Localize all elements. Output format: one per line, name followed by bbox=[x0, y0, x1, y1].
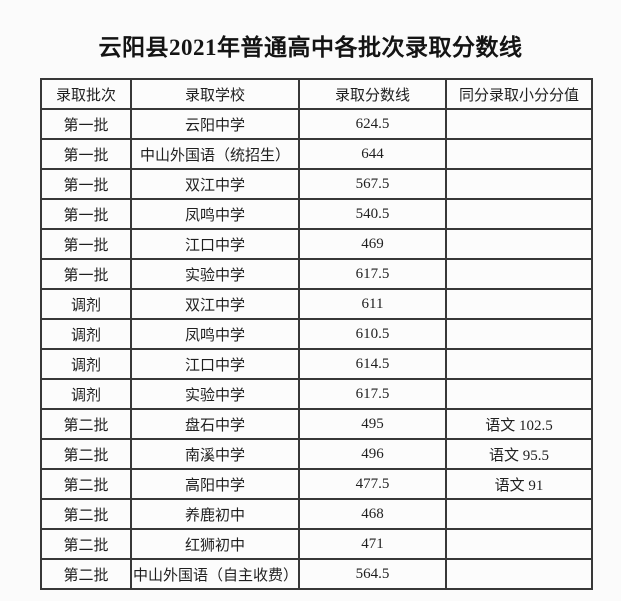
cell-tiebreak bbox=[445, 108, 593, 140]
table-row: 第二批 南溪中学 496 语文 95.5 bbox=[40, 438, 593, 470]
cell-batch: 调剂 bbox=[40, 318, 132, 350]
cell-tiebreak: 语文 102.5 bbox=[445, 408, 593, 440]
cell-batch: 第二批 bbox=[40, 528, 132, 560]
cell-school: 双江中学 bbox=[130, 288, 300, 320]
cell-score: 617.5 bbox=[298, 258, 447, 290]
table-row: 调剂 江口中学 614.5 bbox=[40, 348, 593, 380]
cell-tiebreak bbox=[445, 528, 593, 560]
cell-batch: 第一批 bbox=[40, 168, 132, 200]
column-header-tiebreak: 同分录取小分分值 bbox=[445, 78, 593, 110]
cell-school: 南溪中学 bbox=[130, 438, 300, 470]
cell-batch: 第二批 bbox=[40, 408, 132, 440]
table-row: 第一批 凤鸣中学 540.5 bbox=[40, 198, 593, 230]
cell-school: 云阳中学 bbox=[130, 108, 300, 140]
cell-score: 611 bbox=[298, 288, 447, 320]
table-row: 调剂 实验中学 617.5 bbox=[40, 378, 593, 410]
cell-school: 江口中学 bbox=[130, 348, 300, 380]
cell-batch: 第二批 bbox=[40, 438, 132, 470]
cell-tiebreak: 语文 91 bbox=[445, 468, 593, 500]
cell-batch: 调剂 bbox=[40, 348, 132, 380]
cell-score: 471 bbox=[298, 528, 447, 560]
cell-tiebreak bbox=[445, 378, 593, 410]
cell-score: 540.5 bbox=[298, 198, 447, 230]
table-row: 第一批 实验中学 617.5 bbox=[40, 258, 593, 290]
cell-score: 469 bbox=[298, 228, 447, 260]
cell-score: 644 bbox=[298, 138, 447, 170]
cell-tiebreak bbox=[445, 288, 593, 320]
cell-tiebreak bbox=[445, 258, 593, 290]
cell-school: 高阳中学 bbox=[130, 468, 300, 500]
table-row: 第一批 江口中学 469 bbox=[40, 228, 593, 260]
cell-school: 凤鸣中学 bbox=[130, 198, 300, 230]
cell-tiebreak bbox=[445, 498, 593, 530]
cell-school: 中山外国语（统招生） bbox=[130, 138, 300, 170]
cell-tiebreak bbox=[445, 198, 593, 230]
cell-score: 617.5 bbox=[298, 378, 447, 410]
cell-batch: 第一批 bbox=[40, 198, 132, 230]
table-header: 录取批次 录取学校 录取分数线 同分录取小分分值 bbox=[40, 78, 593, 110]
header-row: 录取批次 录取学校 录取分数线 同分录取小分分值 bbox=[40, 78, 593, 110]
table-row: 第一批 双江中学 567.5 bbox=[40, 168, 593, 200]
table-row: 第二批 高阳中学 477.5 语文 91 bbox=[40, 468, 593, 500]
cell-tiebreak bbox=[445, 228, 593, 260]
cell-score: 624.5 bbox=[298, 108, 447, 140]
cell-score: 496 bbox=[298, 438, 447, 470]
table-row: 第二批 盘石中学 495 语文 102.5 bbox=[40, 408, 593, 440]
column-header-batch: 录取批次 bbox=[40, 78, 132, 110]
table-row: 调剂 双江中学 611 bbox=[40, 288, 593, 320]
table-row: 第一批 云阳中学 624.5 bbox=[40, 108, 593, 140]
table-row: 第二批 红狮初中 471 bbox=[40, 528, 593, 560]
cell-tiebreak: 语文 95.5 bbox=[445, 438, 593, 470]
column-header-school: 录取学校 bbox=[130, 78, 300, 110]
cell-score: 495 bbox=[298, 408, 447, 440]
cell-school: 盘石中学 bbox=[130, 408, 300, 440]
cell-score: 610.5 bbox=[298, 318, 447, 350]
cell-batch: 第一批 bbox=[40, 228, 132, 260]
cell-school: 养鹿初中 bbox=[130, 498, 300, 530]
cell-batch: 第一批 bbox=[40, 138, 132, 170]
cell-school: 红狮初中 bbox=[130, 528, 300, 560]
page-title: 云阳县2021年普通高中各批次录取分数线 bbox=[98, 35, 523, 60]
cell-school: 实验中学 bbox=[130, 378, 300, 410]
cell-score: 614.5 bbox=[298, 348, 447, 380]
table-body: 第一批 云阳中学 624.5 第一批 中山外国语（统招生） 644 第一批 双江中学 567.5… bbox=[40, 108, 593, 590]
cell-batch: 调剂 bbox=[40, 288, 132, 320]
cell-batch: 第二批 bbox=[40, 558, 132, 590]
cell-school: 双江中学 bbox=[130, 168, 300, 200]
table-row: 第二批 中山外国语（自主收费） 564.5 bbox=[40, 558, 593, 590]
cell-batch: 第一批 bbox=[40, 108, 132, 140]
table-row: 调剂 凤鸣中学 610.5 bbox=[40, 318, 593, 350]
cell-tiebreak bbox=[445, 558, 593, 590]
cell-school: 凤鸣中学 bbox=[130, 318, 300, 350]
cell-tiebreak bbox=[445, 318, 593, 350]
cell-batch: 第二批 bbox=[40, 498, 132, 530]
cell-school: 实验中学 bbox=[130, 258, 300, 290]
cell-score: 468 bbox=[298, 498, 447, 530]
table-row: 第一批 中山外国语（统招生） 644 bbox=[40, 138, 593, 170]
cell-batch: 调剂 bbox=[40, 378, 132, 410]
cell-tiebreak bbox=[445, 138, 593, 170]
cell-batch: 第一批 bbox=[40, 258, 132, 290]
cell-tiebreak bbox=[445, 348, 593, 380]
cell-tiebreak bbox=[445, 168, 593, 200]
scores-table: 录取批次 录取学校 录取分数线 同分录取小分分值 第一批 云阳中学 624.5 第一批 中山外… bbox=[40, 78, 593, 590]
cell-score: 567.5 bbox=[298, 168, 447, 200]
cell-score: 477.5 bbox=[298, 468, 447, 500]
cell-score: 564.5 bbox=[298, 558, 447, 590]
table-row: 第二批 养鹿初中 468 bbox=[40, 498, 593, 530]
column-header-score: 录取分数线 bbox=[298, 78, 447, 110]
cell-school: 江口中学 bbox=[130, 228, 300, 260]
cell-batch: 第二批 bbox=[40, 468, 132, 500]
cell-school: 中山外国语（自主收费） bbox=[130, 558, 300, 590]
